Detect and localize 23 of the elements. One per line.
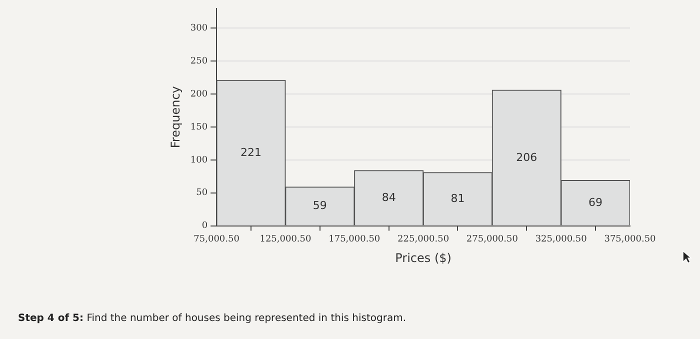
y-tick-label: 50: [196, 188, 208, 198]
y-tick-label: 200: [190, 89, 208, 100]
data-label: 81: [450, 192, 465, 205]
data-label: 69: [588, 196, 603, 209]
y-tick-label: 100: [190, 155, 208, 166]
y-tick-label: 150: [190, 122, 208, 132]
x-tick-label: 75,000.50: [194, 234, 240, 245]
x-tick-label: 325,000.50: [535, 234, 588, 245]
y-tick-label: 0: [202, 221, 208, 232]
y-tick-label: 300: [190, 24, 208, 34]
text: Step 4 of 5: Find the number of houses being represented in this histogram.: [18, 313, 406, 324]
data-label: 206: [516, 150, 538, 164]
data-label: 84: [382, 190, 396, 204]
data-label: 221: [240, 146, 262, 159]
y-axis-title: Frequency: [168, 86, 182, 148]
data-label: 59: [312, 199, 327, 212]
x-tick-label: 375,000.50: [604, 234, 656, 245]
y-tick-label: 250: [190, 56, 208, 66]
x-tick-label: 175,000.50: [328, 234, 380, 245]
x-axis-title: Prices ($): [395, 250, 452, 265]
x-tick-label: 275,000.50: [466, 234, 518, 245]
x-tick-label: 125,000.50: [260, 234, 312, 245]
x-tick-label: 225,000.50: [398, 234, 450, 245]
